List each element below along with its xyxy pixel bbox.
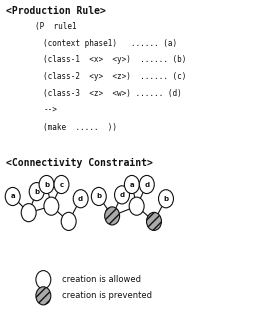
Circle shape [36,287,51,305]
Text: b: b [44,181,49,188]
Circle shape [114,186,129,204]
Text: (P  rule1: (P rule1 [35,22,77,31]
Circle shape [5,188,20,205]
Text: b: b [96,193,101,200]
Circle shape [139,176,154,194]
Circle shape [39,176,54,194]
Circle shape [21,203,36,222]
Text: b: b [163,196,169,202]
Text: d: d [78,196,83,202]
Circle shape [147,212,161,230]
Circle shape [105,207,120,225]
Text: a: a [10,193,15,200]
Text: d: d [144,181,149,188]
Circle shape [91,188,106,205]
Text: a: a [129,181,134,188]
Text: <Production Rule>: <Production Rule> [6,6,106,16]
Text: d: d [120,192,125,198]
Text: creation is allowed: creation is allowed [62,275,141,284]
Text: -->: --> [43,106,57,115]
Circle shape [159,190,173,208]
Text: (class-1  <x>  <y>)  ...... (b): (class-1 <x> <y>) ...... (b) [43,55,187,64]
Circle shape [61,212,76,230]
Circle shape [36,271,51,289]
Text: (class-2  <y>  <z>)  ...... (c): (class-2 <y> <z>) ...... (c) [43,72,187,81]
Text: creation is prevented: creation is prevented [62,291,152,300]
Circle shape [129,197,144,215]
Circle shape [44,197,59,215]
Text: c: c [59,181,64,188]
Text: b: b [34,188,39,195]
Circle shape [124,176,139,194]
Text: <Connectivity Constraint>: <Connectivity Constraint> [6,158,153,168]
Text: (class-3  <z>  <w>) ...... (d): (class-3 <z> <w>) ...... (d) [43,89,182,98]
Circle shape [54,176,69,194]
Text: (make  .....  )): (make ..... )) [43,123,117,132]
Circle shape [73,190,88,208]
Text: (context phase1)   ...... (a): (context phase1) ...... (a) [43,39,177,47]
Circle shape [29,183,44,201]
